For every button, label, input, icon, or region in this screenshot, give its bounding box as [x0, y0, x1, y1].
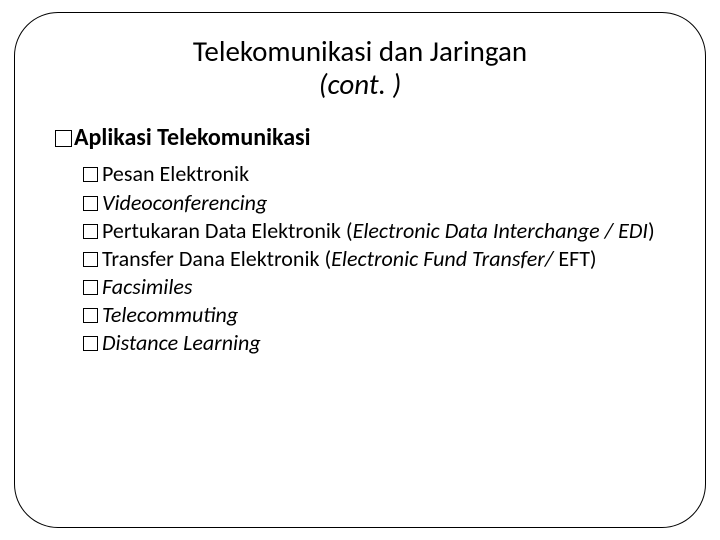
- list-item-text: Electronic Fund Transfer/: [331, 245, 558, 272]
- title-line-2: (cont. ): [55, 68, 665, 101]
- item-list: Pesan ElektronikVideoconferencingPertuka…: [83, 160, 665, 357]
- title-line-1: Telekomunikasi dan Jaringan: [55, 35, 665, 68]
- square-bullet-icon: [83, 308, 98, 323]
- slide: Telekomunikasi dan Jaringan (cont. ) Apl…: [0, 0, 720, 540]
- section-heading: Aplikasi Telekomunikasi: [55, 124, 665, 153]
- list-item-text: ): [648, 217, 655, 244]
- list-item: Telecommuting: [83, 301, 665, 329]
- list-item-text: Facsimiles: [102, 273, 192, 300]
- square-bullet-icon: [55, 130, 72, 147]
- list-item-text: Pesan Elektronik: [102, 160, 249, 187]
- list-item: Pertukaran Data Elektronik (Electronic D…: [83, 217, 665, 245]
- list-item-text: Pertukaran Data Elektronik (: [102, 217, 353, 244]
- square-bullet-icon: [83, 167, 98, 182]
- square-bullet-icon: [83, 196, 98, 211]
- list-item-text: Telecommuting: [102, 301, 238, 328]
- list-item-text: Videoconferencing: [102, 189, 267, 216]
- square-bullet-icon: [83, 252, 98, 267]
- slide-frame: Telekomunikasi dan Jaringan (cont. ) Apl…: [14, 12, 706, 528]
- section-label: Aplikasi Telekomunikasi: [74, 123, 311, 152]
- list-item-text: Distance Learning: [102, 329, 261, 356]
- list-item-text: Electronic Data Interchange / EDI: [353, 217, 648, 244]
- square-bullet-icon: [83, 280, 98, 295]
- square-bullet-icon: [83, 224, 98, 239]
- list-item-text: EFT): [558, 245, 596, 272]
- list-item: Videoconferencing: [83, 189, 665, 217]
- title-block: Telekomunikasi dan Jaringan (cont. ): [55, 35, 665, 102]
- list-item: Distance Learning: [83, 329, 665, 357]
- square-bullet-icon: [83, 336, 98, 351]
- list-item: Transfer Dana Elektronik (Electronic Fun…: [83, 245, 665, 273]
- list-item-text: Transfer Dana Elektronik (: [102, 245, 331, 272]
- section-line: Aplikasi Telekomunikasi: [55, 124, 665, 153]
- list-item: Pesan Elektronik: [83, 160, 665, 188]
- list-item: Facsimiles: [83, 273, 665, 301]
